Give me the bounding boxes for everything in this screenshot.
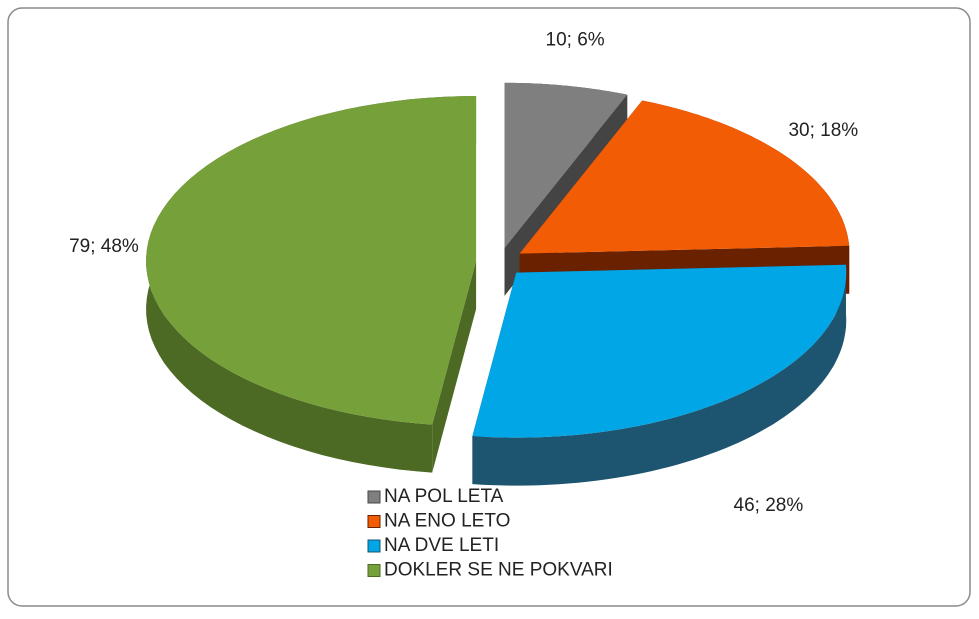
legend-swatch (367, 515, 381, 528)
slice (504, 82, 628, 248)
data-label: 10; 6% (546, 29, 605, 50)
legend-label: NA POL LETA (384, 486, 504, 507)
slice (472, 264, 847, 438)
slice (146, 96, 477, 425)
legend-label: NA ENO LETO (384, 511, 510, 532)
slice-side (432, 261, 477, 473)
data-label: 46; 28% (734, 495, 804, 516)
slice (519, 100, 850, 254)
pie: 10; 6% 30; 18% 46; 28% 79; 48% (69, 29, 858, 516)
data-label: 79; 48% (69, 236, 139, 257)
legend-label: NA DVE LETI (384, 535, 499, 556)
data-label: 30; 18% (788, 120, 858, 141)
legend-swatch (367, 490, 381, 504)
legend-swatch (367, 539, 381, 553)
legend: NA POL LETA NA ENO LETO NA DVE LETI DOKLER … (367, 486, 613, 581)
legend-swatch (367, 564, 381, 577)
slice-side (472, 264, 847, 486)
legend-label: DOKLER SE NE POKVARI (384, 560, 613, 581)
